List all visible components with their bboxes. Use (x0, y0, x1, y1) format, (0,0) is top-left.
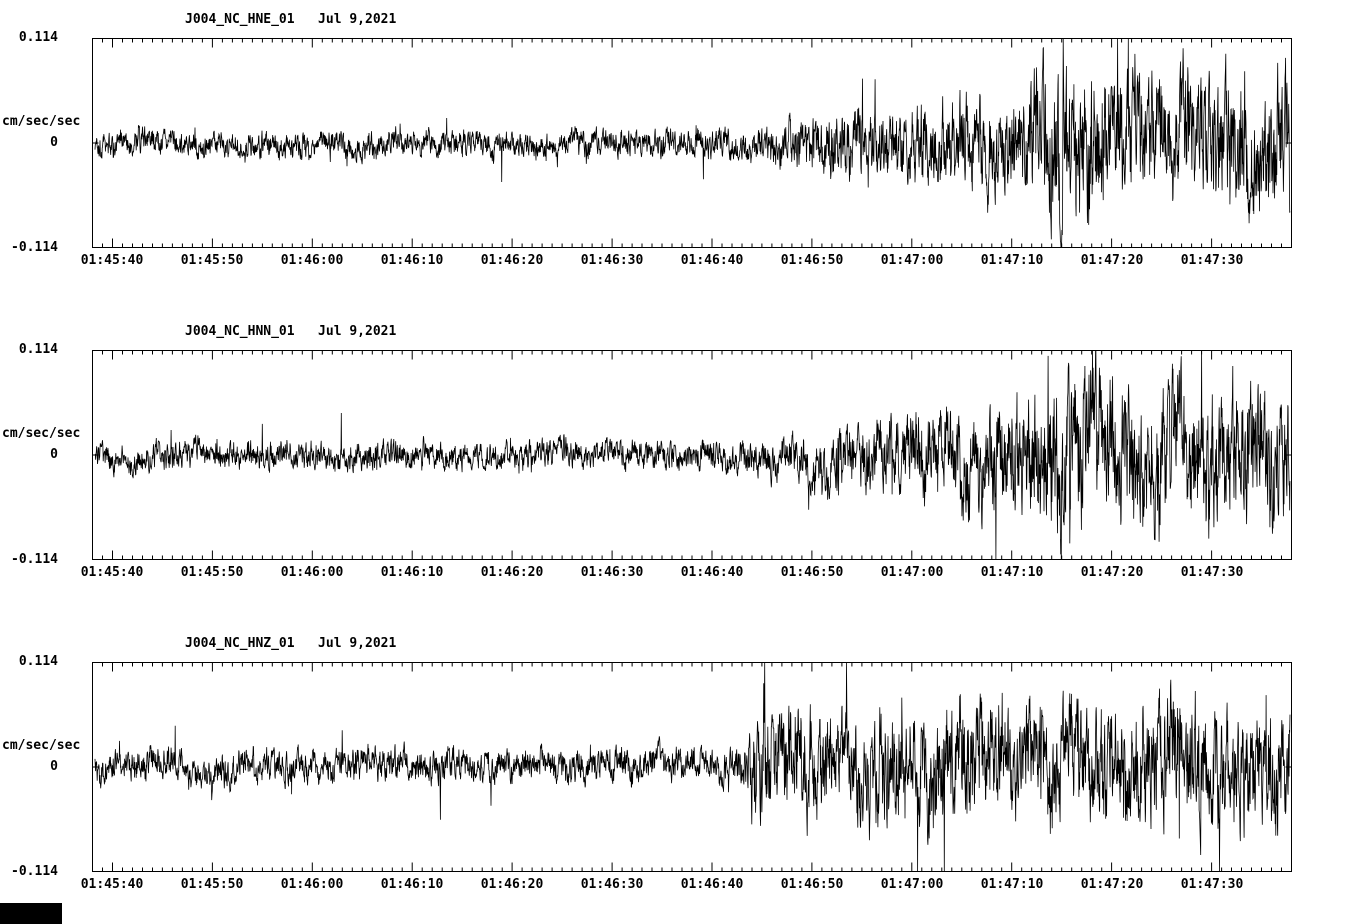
x-tick-label: 01:47:10 (980, 565, 1044, 580)
y-tick-zero: 0 (50, 447, 58, 462)
x-tick-label: 01:47:20 (1080, 877, 1144, 892)
plot-row: 0.114 cm/sec/sec 0 -0.114 (0, 343, 1358, 567)
trace-title-row: J004_NC_HNE_01 Jul 9,2021 (0, 12, 1358, 38)
x-tick-label: 01:46:40 (680, 565, 744, 580)
x-tick-label: 01:47:30 (1180, 253, 1244, 268)
waveform-plot (92, 350, 1292, 560)
trace-title: J004_NC_HNN_01 Jul 9,2021 (185, 324, 397, 339)
x-tick-label: 01:46:50 (780, 253, 844, 268)
y-axis-unit-label: cm/sec/sec (2, 738, 81, 753)
x-tick-label: 01:46:10 (380, 253, 444, 268)
y-axis: 0.114 cm/sec/sec 0 -0.114 (0, 655, 92, 879)
x-tick-label: 01:45:50 (180, 565, 244, 580)
x-tick-label: 01:47:00 (880, 253, 944, 268)
x-tick-label: 01:45:50 (180, 877, 244, 892)
x-tick-label: 01:46:00 (280, 877, 344, 892)
x-axis-labels: 01:45:40 01:45:50 01:46:00 01:46:10 01:46:20… (81, 248, 1292, 276)
x-tick-label: 01:47:30 (1180, 877, 1244, 892)
plot-row: 0.114 cm/sec/sec 0 -0.114 (0, 655, 1358, 879)
plot-row: 0.114 cm/sec/sec 0 -0.114 (0, 31, 1358, 255)
x-tick-label: 01:47:30 (1180, 565, 1244, 580)
x-tick-label: 01:46:30 (580, 565, 644, 580)
trace-title-row: J004_NC_HNN_01 Jul 9,2021 (0, 324, 1358, 350)
seismogram-panel-hnz: J004_NC_HNZ_01 Jul 9,2021 0.114 cm/sec/s… (0, 636, 1358, 900)
x-axis-labels: 01:45:40 01:45:50 01:46:00 01:46:10 01:46:20… (81, 560, 1292, 588)
y-axis: 0.114 cm/sec/sec 0 -0.114 (0, 343, 92, 567)
x-tick-label: 01:45:40 (80, 877, 144, 892)
x-tick-label: 01:47:20 (1080, 565, 1144, 580)
y-axis-unit-label: cm/sec/sec (2, 426, 81, 441)
x-tick-label: 01:45:40 (80, 253, 144, 268)
x-tick-label: 01:45:40 (80, 565, 144, 580)
x-tick-label: 01:46:30 (580, 253, 644, 268)
x-tick-label: 01:46:40 (680, 877, 744, 892)
waveform-plot (92, 38, 1292, 248)
x-tick-label: 01:46:50 (780, 565, 844, 580)
y-axis: 0.114 cm/sec/sec 0 -0.114 (0, 31, 92, 255)
x-tick-label: 01:47:10 (980, 877, 1044, 892)
y-tick-min: -0.114 (11, 552, 58, 567)
x-tick-label: 01:45:50 (180, 253, 244, 268)
corner-block (0, 903, 62, 924)
x-tick-label: 01:46:10 (380, 565, 444, 580)
y-tick-min: -0.114 (11, 864, 58, 879)
waveform-plot (92, 662, 1292, 872)
x-tick-label: 01:47:20 (1080, 253, 1144, 268)
x-tick-label: 01:46:50 (780, 877, 844, 892)
trace-title-row: J004_NC_HNZ_01 Jul 9,2021 (0, 636, 1358, 662)
y-axis-unit-label: cm/sec/sec (2, 114, 81, 129)
trace-title: J004_NC_HNE_01 Jul 9,2021 (185, 12, 397, 27)
x-tick-label: 01:47:00 (880, 877, 944, 892)
trace-title: J004_NC_HNZ_01 Jul 9,2021 (185, 636, 397, 651)
x-tick-label: 01:46:10 (380, 877, 444, 892)
x-tick-label: 01:46:40 (680, 253, 744, 268)
y-tick-min: -0.114 (11, 240, 58, 255)
x-tick-label: 01:47:00 (880, 565, 944, 580)
y-tick-zero: 0 (50, 759, 58, 774)
y-tick-zero: 0 (50, 135, 58, 150)
seismogram-panel-hne: J004_NC_HNE_01 Jul 9,2021 0.114 cm/sec/s… (0, 12, 1358, 276)
x-axis-labels: 01:45:40 01:45:50 01:46:00 01:46:10 01:46:20… (81, 872, 1292, 900)
x-tick-label: 01:46:20 (480, 877, 544, 892)
seismogram-panel-hnn: J004_NC_HNN_01 Jul 9,2021 0.114 cm/sec/s… (0, 324, 1358, 588)
y-tick-max: 0.114 (18, 654, 58, 669)
x-tick-label: 01:46:20 (480, 565, 544, 580)
x-tick-label: 01:46:00 (280, 565, 344, 580)
x-tick-label: 01:46:00 (280, 253, 344, 268)
y-tick-max: 0.114 (18, 342, 58, 357)
x-tick-label: 01:46:20 (480, 253, 544, 268)
x-tick-label: 01:47:10 (980, 253, 1044, 268)
y-tick-max: 0.114 (18, 30, 58, 45)
x-tick-label: 01:46:30 (580, 877, 644, 892)
